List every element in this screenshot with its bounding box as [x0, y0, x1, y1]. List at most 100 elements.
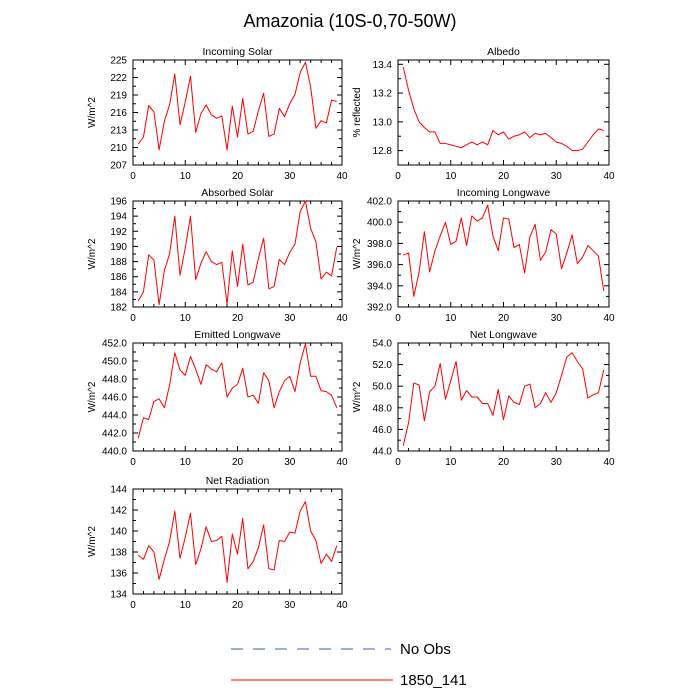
x-tick-label: 30 — [551, 313, 563, 324]
series-line-absorbed-solar — [137, 200, 338, 306]
panel-absorbed-solar: Absorbed Solar 0 10 20 30 40 182 184 186 188 190 19… — [87, 187, 348, 324]
x-tick-label: 40 — [603, 171, 615, 182]
y-tick-label: 144 — [110, 485, 127, 496]
x-tick-label: 0 — [395, 457, 401, 468]
y-tick-label: 44.0 — [373, 447, 393, 458]
x-tick-label: 40 — [336, 600, 348, 611]
y-axis-label-incoming-solar: W/m^2 — [87, 97, 98, 128]
y-tick-label: 402.0 — [367, 197, 392, 208]
legend-no-obs-label: No Obs — [400, 641, 451, 658]
x-tick-label: 30 — [284, 457, 296, 468]
series-line-net-radiation — [137, 501, 338, 583]
x-tick-label: 40 — [603, 313, 615, 324]
y-tick-label: 207 — [110, 161, 127, 172]
x-tick-label: 10 — [180, 600, 192, 611]
plot-frame-incoming-solar — [132, 59, 343, 166]
panel-net-longwave: Net Longwave 0 10 20 30 40 44.0 46.0 48.0 50.0 52.… — [352, 329, 615, 468]
panel-title-albedo: Albedo — [487, 46, 520, 58]
x-tick-label: 30 — [284, 600, 296, 611]
y-tick-label: 13.4 — [373, 60, 393, 71]
x-tick-label: 20 — [498, 171, 510, 182]
panel-title-net-longwave: Net Longwave — [470, 329, 537, 341]
y-tick-label: 186 — [110, 272, 127, 283]
x-tick-label: 10 — [445, 171, 457, 182]
y-tick-label: 446.0 — [102, 393, 127, 404]
y-tick-label: 225 — [110, 56, 127, 67]
y-tick-label: 142 — [110, 506, 127, 517]
y-axis-label-net-longwave: W/m^2 — [352, 381, 363, 412]
panel-emitted-longwave: Emitted Longwave 0 10 20 30 40 440.0 442.0 444.0… — [87, 329, 348, 468]
x-tick-label: 0 — [130, 171, 136, 182]
panel-incoming-longwave: Incoming Longwave 0 10 20 30 40 392.0 394.0 396.… — [352, 187, 615, 324]
y-tick-label: 52.0 — [373, 360, 393, 371]
y-tick-label: 54.0 — [373, 339, 393, 350]
x-tick-label: 40 — [603, 457, 615, 468]
y-tick-label: 219 — [110, 91, 127, 102]
panel-title-net-radiation: Net Radiation — [206, 475, 270, 487]
y-tick-label: 394.0 — [367, 281, 392, 292]
y-tick-label: 184 — [110, 287, 127, 298]
y-tick-label: 194 — [110, 212, 127, 223]
x-tick-label: 40 — [336, 313, 348, 324]
x-tick-label: 40 — [336, 171, 348, 182]
plot-frame-absorbed-solar — [132, 200, 343, 308]
panel-title-absorbed-solar: Absorbed Solar — [201, 187, 274, 199]
y-tick-label: 48.0 — [373, 403, 393, 414]
plot-frame-net-longwave — [397, 342, 610, 452]
x-tick-label: 30 — [284, 171, 296, 182]
y-tick-label: 210 — [110, 143, 127, 154]
y-tick-label: 13.0 — [373, 117, 393, 128]
y-tick-label: 213 — [110, 126, 127, 137]
plot-frame-emitted-longwave — [132, 342, 343, 452]
panel-title-incoming-longwave: Incoming Longwave — [457, 187, 551, 199]
panel-albedo: Albedo 0 10 20 30 40 12.8 13.0 13.2 13.4 % reflect… — [352, 46, 615, 182]
x-tick-label: 20 — [232, 313, 244, 324]
y-axis-label-net-radiation: W/m^2 — [87, 526, 98, 557]
x-tick-label: 30 — [551, 171, 563, 182]
y-tick-label: 182 — [110, 303, 127, 314]
x-tick-label: 20 — [498, 457, 510, 468]
y-tick-label: 190 — [110, 242, 127, 253]
y-axis-label-incoming-longwave: W/m^2 — [352, 238, 363, 269]
x-tick-label: 10 — [180, 457, 192, 468]
y-tick-label: 398.0 — [367, 239, 392, 250]
plot-frame-net-radiation — [132, 488, 343, 595]
y-tick-label: 450.0 — [102, 357, 127, 368]
x-tick-label: 20 — [232, 600, 244, 611]
y-tick-label: 140 — [110, 527, 127, 538]
x-tick-label: 30 — [284, 313, 296, 324]
x-tick-label: 30 — [551, 457, 563, 468]
y-tick-label: 138 — [110, 548, 127, 559]
x-tick-label: 40 — [336, 457, 348, 468]
x-tick-label: 20 — [232, 457, 244, 468]
x-tick-label: 20 — [498, 313, 510, 324]
x-tick-label: 0 — [395, 313, 401, 324]
panel-title-incoming-solar: Incoming Solar — [202, 46, 273, 58]
y-axis-label-emitted-longwave: W/m^2 — [87, 381, 98, 412]
series-line-incoming-longwave — [403, 204, 605, 297]
y-tick-label: 196 — [110, 197, 127, 208]
y-tick-label: 13.2 — [373, 89, 393, 100]
y-tick-label: 50.0 — [373, 382, 393, 393]
y-tick-label: 46.0 — [373, 425, 393, 436]
series-line-emitted-longwave — [137, 343, 338, 439]
panel-title-emitted-longwave: Emitted Longwave — [194, 329, 281, 341]
x-tick-label: 10 — [445, 313, 457, 324]
y-tick-label: 392.0 — [367, 303, 392, 314]
panels: Incoming Solar 0 10 20 30 40 207 210 213 216 219 22… — [87, 46, 615, 611]
y-tick-label: 12.8 — [373, 146, 393, 157]
y-axis-label-absorbed-solar: W/m^2 — [87, 238, 98, 269]
x-tick-label: 0 — [395, 171, 401, 182]
plot-frame-albedo — [397, 59, 610, 166]
y-tick-label: 192 — [110, 227, 127, 238]
y-tick-label: 448.0 — [102, 375, 127, 386]
legend-1850-141-label: 1850_141 — [400, 672, 467, 689]
x-tick-label: 0 — [130, 313, 136, 324]
plot-frame-incoming-longwave — [397, 200, 610, 308]
y-tick-label: 440.0 — [102, 447, 127, 458]
x-tick-label: 0 — [130, 457, 136, 468]
x-tick-label: 20 — [232, 171, 244, 182]
y-tick-label: 188 — [110, 257, 127, 268]
main-title: Amazonia (10S-0,70-50W) — [243, 11, 456, 31]
